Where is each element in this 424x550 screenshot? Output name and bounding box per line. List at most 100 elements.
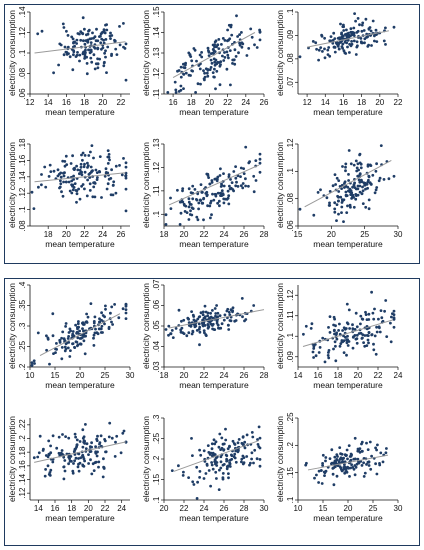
data-point [101,331,104,334]
data-point [230,181,234,185]
data-point [321,464,324,467]
data-point [122,429,126,433]
data-point [79,342,83,346]
data-point [239,184,243,188]
data-point [234,460,238,464]
data-point [379,451,383,455]
data-point [187,321,191,324]
x-tick-label: 18 [44,230,53,239]
data-point [346,344,350,347]
data-point [231,439,235,443]
data-point [100,37,104,41]
x-axis-label: mean temperature [179,239,249,249]
y-axis-label: electricity consumption [141,283,151,369]
data-point [62,171,65,175]
data-point [98,317,101,321]
data-point [242,456,246,459]
data-point [47,473,51,476]
data-point [181,189,184,193]
data-point [371,311,375,315]
data-point [225,459,229,463]
data-point [92,469,96,472]
x-tick-label: 20 [205,98,214,107]
data-point [349,44,353,48]
data-point [258,170,262,174]
data-point [220,436,224,440]
data-point [343,471,347,475]
data-point [83,57,86,60]
data-point [333,50,337,54]
data-point [80,153,83,157]
data-point [234,165,238,169]
data-point [235,14,238,18]
data-point [206,314,210,318]
data-point [365,318,369,321]
data-point [327,351,330,354]
data-point [77,187,80,191]
x-tick-label: 12 [303,98,312,107]
data-point [82,464,86,468]
data-point [179,211,183,215]
data-point [354,193,358,196]
y-tick-label: .08 [286,193,295,205]
data-point [37,451,41,455]
data-point [40,183,43,187]
data-point [110,305,114,309]
data-point [88,445,92,449]
data-point [211,51,215,55]
data-point [80,184,83,188]
data-point [200,191,204,194]
data-point [198,476,202,479]
data-point [217,445,221,449]
data-point [370,44,373,47]
data-point [46,464,50,468]
data-point [339,22,342,26]
data-point [183,210,187,213]
data-point [212,198,216,202]
data-point [359,162,363,166]
data-point [67,180,71,184]
data-point [313,343,317,346]
data-point [92,336,95,340]
data-point [384,299,388,302]
data-point [94,168,98,172]
data-point [333,207,337,211]
data-point [382,178,386,181]
data-point [83,187,86,191]
data-point [171,336,175,339]
x-tick-label: 24 [117,504,126,513]
data-point [346,465,349,469]
data-point [213,67,216,71]
data-point [356,44,359,48]
x-tick-label: 22 [80,230,89,239]
data-point [221,193,225,197]
data-point [200,51,204,54]
data-point [87,154,91,157]
data-point [206,74,210,78]
data-point [356,17,360,20]
data-point [326,48,330,52]
y-tick-label: .1 [286,496,295,503]
data-point [253,43,256,47]
data-point [98,155,102,159]
data-point [238,33,242,36]
data-point [365,463,368,466]
data-point [355,40,359,44]
data-point [32,456,36,460]
data-point [208,204,212,208]
data-point [348,51,351,54]
data-point [226,465,229,469]
data-point [180,326,184,330]
data-point [206,444,210,447]
y-tick-label: .12 [18,487,27,499]
x-tick-label: 28 [260,371,269,380]
data-point [219,326,223,330]
data-point [328,457,332,460]
y-tick-label: .15 [152,473,161,485]
data-point [62,477,66,481]
data-point [231,58,235,62]
data-point [108,421,112,425]
data-point [51,334,55,338]
x-axis-label: mean temperature [45,239,115,249]
data-point [325,196,329,200]
